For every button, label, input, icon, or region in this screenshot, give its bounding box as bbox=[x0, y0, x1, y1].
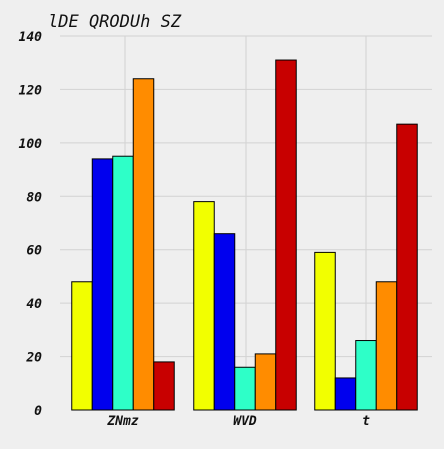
bar-t-s5 bbox=[396, 123, 418, 411]
chart-title: lDE QRODUh SZ bbox=[48, 12, 182, 32]
x-tick-label-1: WVD bbox=[233, 414, 257, 429]
bar-t-s1 bbox=[314, 251, 336, 411]
y-tick-label-5: 100 bbox=[19, 137, 43, 152]
y-tick-label-4: 80 bbox=[26, 190, 42, 205]
bars bbox=[71, 59, 418, 411]
y-tick-label-7: 140 bbox=[19, 30, 43, 45]
bar-t-s4 bbox=[375, 281, 398, 411]
x-axis-ticks: ZNmz WVD t bbox=[106, 414, 370, 429]
bar-t-s2 bbox=[334, 377, 357, 411]
bar-ZNmz-s5 bbox=[153, 361, 175, 411]
y-tick-label-3: 60 bbox=[26, 244, 42, 259]
y-tick-label-2: 40 bbox=[26, 297, 42, 312]
bar-WVD-s2 bbox=[213, 233, 236, 411]
bar-WVD-s4 bbox=[254, 353, 277, 411]
bar-ZNmz-s4 bbox=[132, 78, 155, 411]
bar-WVD-s3 bbox=[234, 366, 256, 411]
bar-WVD-s5 bbox=[275, 59, 297, 411]
bar-ZNmz-s1 bbox=[71, 281, 93, 411]
x-tick-label-2: t bbox=[362, 414, 370, 429]
bar-ZNmz-s3 bbox=[112, 155, 134, 411]
y-tick-label-6: 120 bbox=[19, 83, 43, 98]
y-axis-ticks: 0 20 40 60 80 100 120 140 bbox=[19, 30, 43, 419]
y-tick-label-1: 20 bbox=[25, 351, 42, 366]
x-tick-label-0: ZNmz bbox=[106, 414, 138, 429]
bar-t-s3 bbox=[355, 340, 377, 411]
bar-ZNmz-s2 bbox=[91, 158, 114, 411]
y-tick-label-0: 0 bbox=[34, 404, 42, 419]
bar-WVD-s1 bbox=[193, 201, 215, 411]
